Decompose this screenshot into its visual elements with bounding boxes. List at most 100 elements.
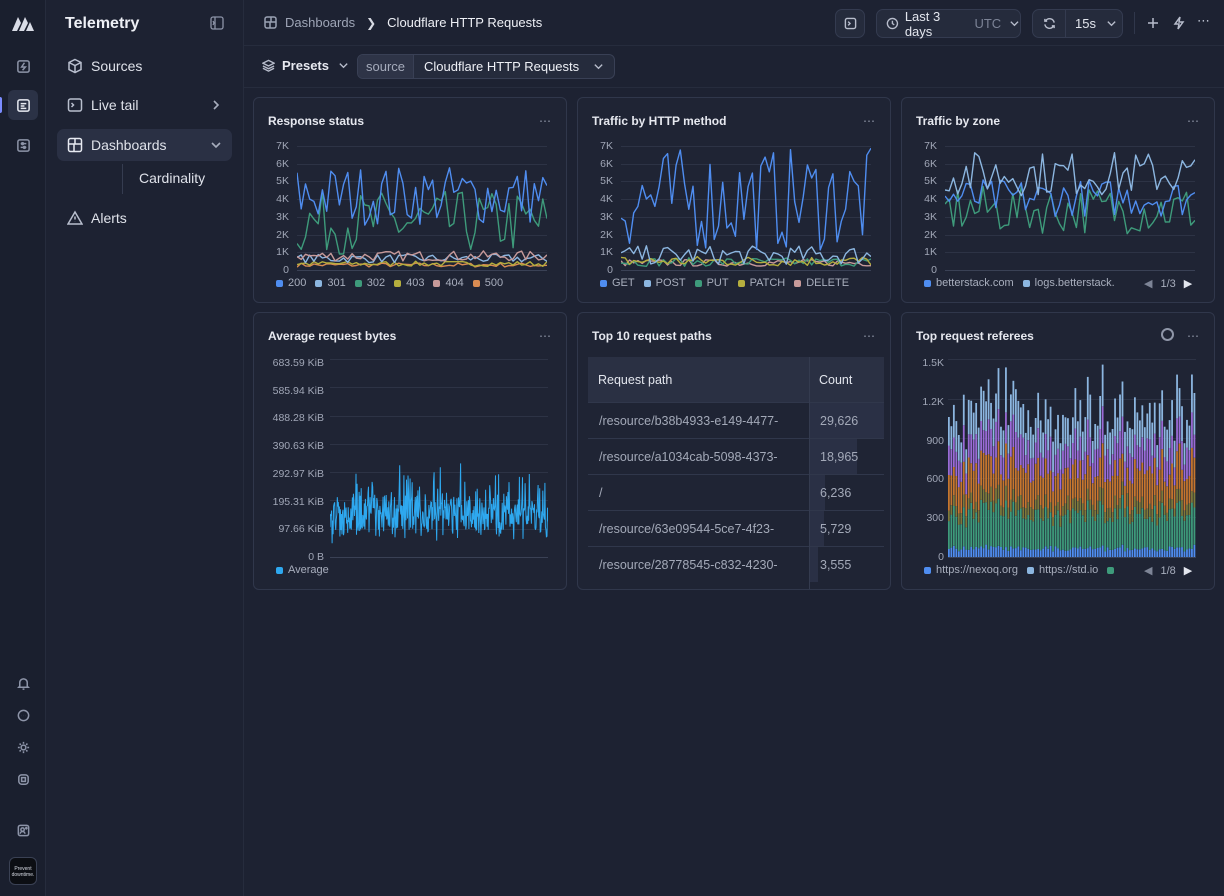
stacked-bar-segment (1076, 450, 1079, 479)
stacked-bar-segment (1181, 547, 1183, 557)
source-filter[interactable]: source Cloudflare HTTP Requests (357, 54, 616, 79)
legend-item[interactable]: PUT (694, 277, 729, 289)
sidebar-item-sources[interactable]: Sources (57, 50, 232, 82)
legend-item[interactable]: POST (643, 277, 686, 289)
legend-item[interactable]: 403 (394, 277, 424, 289)
stacked-bar-segment (1074, 388, 1077, 429)
legend-item[interactable]: logs.betterstack. (1022, 277, 1115, 289)
legend-item[interactable]: betterstack.com (924, 277, 1014, 289)
sidebar-item-alerts[interactable]: Alerts (57, 202, 232, 234)
more-options-icon[interactable]: ⋯ (1187, 329, 1200, 343)
bell-icon[interactable] (8, 668, 38, 698)
chat-icon[interactable] (8, 700, 38, 730)
stacked-bar-segment (1166, 520, 1169, 551)
legend-item[interactable]: DELETE (794, 277, 849, 289)
http-method-chart[interactable] (621, 146, 871, 274)
stacked-bar-segment (1042, 432, 1045, 458)
legend-prev-icon[interactable]: ◀ (1144, 278, 1153, 290)
column-header-count[interactable]: Count (819, 373, 853, 387)
sidebar-item-dashboards[interactable]: Dashboards (57, 129, 232, 161)
stacked-bar-segment (1091, 463, 1094, 484)
stacked-bar-segment (1114, 548, 1116, 557)
legend-item[interactable]: 302 (354, 277, 385, 289)
legend-next-icon[interactable]: ▶ (1183, 565, 1193, 577)
invite-user-icon[interactable] (8, 815, 38, 845)
legend-item[interactable] (1107, 566, 1119, 574)
stacked-bar-segment (1166, 512, 1169, 521)
stacked-bar-segment (1054, 514, 1057, 547)
stacked-bar-segment (995, 547, 997, 557)
add-chart-button[interactable] (1145, 15, 1161, 31)
time-range-button[interactable]: Last 3 days UTC (876, 9, 1021, 39)
warehouse-icon[interactable] (8, 130, 38, 160)
stacked-bar-segment (1067, 467, 1069, 496)
legend-item[interactable]: 500 (472, 277, 503, 289)
stacked-bar-segment (950, 547, 953, 557)
logo-icon[interactable] (11, 14, 35, 32)
stacked-bar-segment (1074, 510, 1077, 548)
legend-item[interactable]: 200 (276, 277, 306, 289)
legend-prev-icon[interactable]: ◀ (1144, 565, 1153, 577)
presets-dropdown[interactable]: Presets (262, 58, 349, 73)
quick-actions-button[interactable] (1171, 15, 1187, 31)
stacked-bar-segment (1072, 547, 1074, 557)
table-row[interactable]: /resource/a1034cab-5098-4373- 18,965 (588, 438, 884, 474)
sidebar-item-live-tail[interactable]: Live tail (57, 89, 232, 121)
table-row[interactable]: /resource/b38b4933-e149-4477- 29,626 (588, 402, 884, 438)
sidebar-item-cardinality[interactable]: Cardinality (139, 170, 206, 186)
table-row[interactable]: / 6,236 (588, 474, 884, 510)
stacked-bar-segment (1099, 457, 1102, 487)
refresh-interval-select[interactable]: 15s (1066, 16, 1117, 31)
legend-item[interactable]: Average (276, 564, 329, 576)
refresh-button[interactable] (1033, 10, 1066, 37)
stacked-bar-segment (1188, 475, 1191, 504)
stacked-bar-segment (955, 421, 958, 452)
more-options-icon[interactable]: ⋯ (1197, 13, 1211, 28)
legend-label: GET (612, 277, 635, 289)
referees-chart[interactable] (948, 359, 1196, 559)
stacked-bar-segment (1193, 393, 1196, 435)
legend-item[interactable]: 404 (433, 277, 464, 289)
stacked-bar-segment (1106, 449, 1109, 480)
stacked-bar-segment (1081, 479, 1084, 504)
legend-item[interactable]: 301 (315, 277, 346, 289)
more-options-icon[interactable]: ⋯ (1187, 114, 1200, 128)
filter-bar: Presets source Cloudflare HTTP Requests (244, 46, 1224, 88)
stacked-bar-segment (1099, 396, 1102, 429)
table-row[interactable]: /resource/63e09544-5ce7-4f23- 5,729 (588, 510, 884, 546)
stacked-bar-segment (1119, 508, 1121, 548)
telemetry-icon[interactable] (8, 90, 38, 120)
stacked-bar-segment (1034, 549, 1037, 557)
stacked-bar-segment (1138, 514, 1141, 550)
more-options-icon[interactable]: ⋯ (863, 329, 876, 343)
command-icon[interactable] (8, 764, 38, 794)
legend-item[interactable]: https://std.io (1026, 564, 1098, 576)
legend: betterstack.com logs.betterstack. (924, 277, 1124, 289)
legend-label: Average (288, 564, 329, 576)
stacked-bar-segment (1000, 426, 1002, 456)
legend-item[interactable]: PATCH (737, 277, 785, 289)
table-row[interactable]: /resource/28778545-c832-4230- 3,555 (588, 546, 884, 582)
uptime-icon[interactable] (8, 51, 38, 81)
breadcrumb-dashboards[interactable]: Dashboards (285, 15, 356, 30)
avg-bytes-chart[interactable] (330, 359, 548, 559)
response-status-chart[interactable] (297, 146, 547, 274)
stacked-bar-segment (1116, 505, 1119, 520)
legend-next-icon[interactable]: ▶ (1183, 278, 1193, 290)
top-bar: Dashboards ❯ Cloudflare HTTP Requests La… (244, 0, 1224, 46)
zone-chart[interactable] (945, 146, 1195, 274)
more-options-icon[interactable]: ⋯ (539, 329, 552, 343)
legend-item[interactable]: https://nexoq.org (924, 564, 1018, 576)
avatar[interactable]: Prevent downtime. (9, 857, 37, 885)
collapse-sidebar-icon[interactable] (210, 16, 224, 30)
stacked-bar-segment (965, 527, 968, 550)
more-options-icon[interactable]: ⋯ (539, 114, 552, 128)
settings-icon[interactable] (8, 732, 38, 762)
presentation-button[interactable] (835, 9, 865, 38)
more-options-icon[interactable]: ⋯ (863, 114, 876, 128)
stacked-bar-segment (960, 462, 963, 482)
legend-item[interactable]: GET (600, 277, 635, 289)
column-header-path[interactable]: Request path (598, 373, 673, 387)
stacked-bar-segment (1161, 548, 1164, 557)
stacked-bar-segment (1086, 419, 1089, 456)
